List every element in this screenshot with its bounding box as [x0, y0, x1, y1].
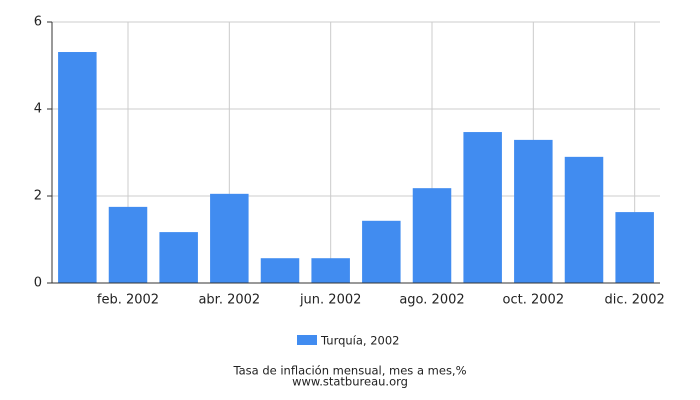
bar [564, 156, 604, 283]
x-tick-label: oct. 2002 [503, 293, 565, 308]
bar [108, 206, 148, 283]
x-tick-label: feb. 2002 [97, 293, 159, 308]
legend-swatch [297, 335, 317, 345]
x-tick-label: jun. 2002 [299, 293, 361, 308]
x-tick-label: ago. 2002 [399, 293, 464, 308]
x-tick-label: abr. 2002 [198, 293, 260, 308]
legend-label: Turquía, 2002 [320, 334, 400, 348]
bar [514, 139, 553, 283]
bar [362, 220, 401, 283]
y-tick-label: 2 [34, 189, 42, 204]
chart-caption: Tasa de inflación mensual, mes a mes,% [232, 364, 466, 378]
chart-source: www.statbureau.org [292, 375, 408, 389]
bar [210, 193, 249, 283]
y-tick-label: 4 [34, 102, 42, 117]
bar [463, 132, 502, 283]
bar [260, 258, 300, 283]
x-tick-label: dic. 2002 [604, 293, 664, 308]
bar [412, 188, 452, 283]
bar [615, 212, 654, 283]
bar [58, 52, 97, 283]
y-tick-label: 0 [34, 276, 42, 291]
y-tick-label: 6 [34, 15, 42, 30]
bar [311, 258, 350, 283]
bar [159, 232, 198, 283]
